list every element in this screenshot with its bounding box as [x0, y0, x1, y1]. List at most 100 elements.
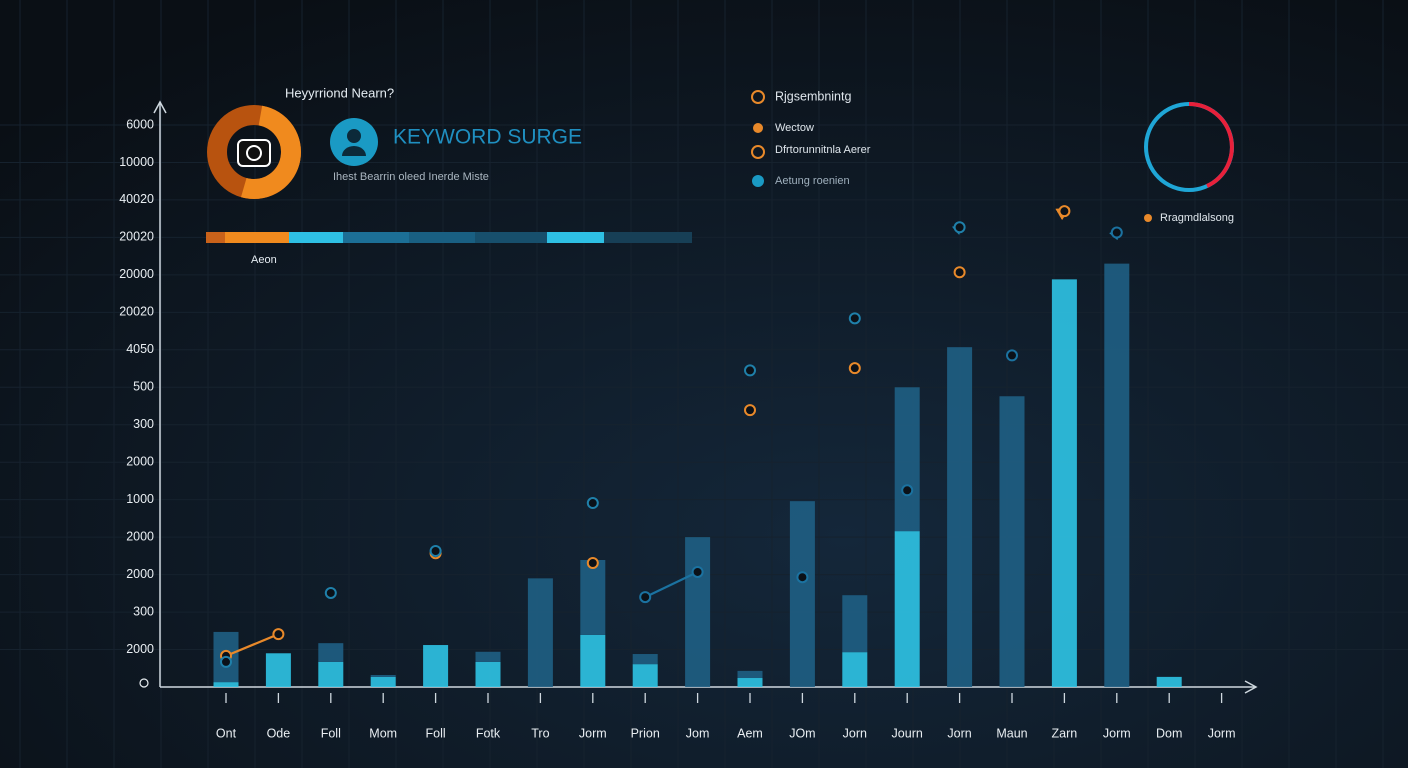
line-point	[272, 628, 285, 641]
bar	[1156, 676, 1182, 687]
line-point	[1110, 226, 1123, 239]
line-point	[324, 586, 337, 599]
y-tick-label: 20000	[119, 267, 154, 281]
y-arrow	[153, 100, 167, 114]
bar	[370, 676, 396, 687]
legend-label: Rjgsembnintg	[775, 89, 851, 103]
line-point	[744, 364, 756, 377]
bar	[1104, 263, 1130, 687]
x-tick-label: Jorn	[947, 726, 971, 740]
x-tick-label: Maun	[996, 726, 1027, 740]
x-tick-label: Zarn	[1052, 726, 1078, 740]
line-point	[1058, 205, 1071, 218]
y-tick-label: 1000	[126, 492, 154, 506]
y-tick-label: 20020	[119, 305, 154, 319]
x-arrow	[1244, 680, 1258, 694]
legend-marker	[752, 175, 764, 187]
camera-lens	[246, 145, 262, 161]
y-tick-label: 300	[133, 417, 154, 431]
line-point	[953, 266, 966, 279]
line-point	[691, 565, 704, 578]
x-tick-label: Jom	[686, 726, 710, 740]
x-tick-label: Aem	[737, 726, 763, 740]
x-tick-label: JOm	[789, 726, 815, 740]
x-tick-label: Mom	[369, 726, 397, 740]
line-point	[953, 221, 966, 234]
legend-label: Aetung roenien	[775, 175, 850, 187]
x-tick-label: Jorm	[1208, 726, 1236, 740]
bar	[632, 664, 658, 687]
line-point	[429, 544, 442, 557]
x-tick-label: Fotk	[476, 726, 501, 740]
line-point	[220, 655, 232, 668]
line-point	[586, 556, 599, 569]
legend-label: Dfrtorunnitnla Aerer	[775, 144, 871, 156]
y-tick-label: 2000	[126, 567, 154, 581]
y-tick-label: 2000	[126, 642, 154, 656]
bar	[894, 531, 920, 687]
bar	[842, 652, 868, 687]
subtitle: Ihest Bearrin oleed Inerde Miste	[333, 171, 489, 183]
x-tick-label: Jorm	[1103, 726, 1131, 740]
bar	[475, 651, 501, 662]
plot: 2000 300 2000 2000 1000 2000 300 500 4050 20020 20…	[119, 117, 1235, 740]
donut-segment	[207, 104, 301, 199]
bar	[947, 347, 973, 687]
line-point	[848, 312, 861, 325]
line-point	[744, 404, 756, 417]
avatar-body	[342, 146, 366, 156]
bar	[999, 396, 1025, 687]
x-tick-label: Ont	[216, 726, 237, 740]
bar	[265, 653, 291, 687]
bar	[632, 654, 658, 665]
y-tick-label: 2000	[126, 454, 154, 468]
legend-marker	[1144, 214, 1152, 222]
bar	[318, 643, 344, 662]
x-tick-label: Foll	[321, 726, 341, 740]
bar	[527, 578, 553, 687]
y-tick-label: 40020	[119, 192, 154, 206]
y-tick-label: 300	[133, 604, 154, 618]
legend-marker	[751, 90, 765, 104]
y-tick-label: 4050	[126, 342, 154, 356]
bar	[580, 634, 606, 687]
x-tick-label: Ode	[267, 726, 291, 740]
progress-bar	[206, 232, 692, 243]
title: KEYWORD SURGE	[393, 126, 582, 149]
y-tick-label: 10000	[119, 155, 154, 169]
bar	[894, 387, 920, 532]
legend-label: Wectow	[775, 122, 814, 134]
bar	[789, 501, 815, 687]
camera-icon	[237, 139, 271, 167]
legend-marker	[751, 145, 765, 159]
bar	[580, 559, 606, 635]
y-tick-label: 2000	[126, 529, 154, 543]
x-tick-label: Dom	[1156, 726, 1182, 740]
avatar-head	[347, 129, 361, 143]
line-point	[796, 571, 809, 584]
x-tick-label: Journ	[892, 726, 923, 740]
x-tick-label: Foll	[426, 726, 446, 740]
line-point	[586, 497, 599, 510]
x-tick-label: Prion	[631, 726, 660, 740]
widget-label: Heyyrriond Nearn?	[285, 85, 394, 100]
bar	[1051, 279, 1077, 687]
x-tick-label: Jorn	[843, 726, 867, 740]
bar	[475, 661, 501, 687]
bar	[685, 537, 711, 687]
ring-segment	[1188, 102, 1234, 188]
bar	[423, 645, 449, 687]
x-tick-label: Tro	[531, 726, 549, 740]
legend-marker	[753, 123, 763, 133]
line-point	[1006, 349, 1018, 362]
y-tick-label: 20020	[119, 230, 154, 244]
line-point	[848, 362, 861, 375]
y-tick-label: 6000	[126, 117, 154, 131]
bar	[842, 595, 868, 653]
y-tick-label: 500	[133, 380, 154, 394]
bar	[318, 661, 344, 687]
origin-icon	[139, 678, 149, 688]
legend-label: Rragmdlalsong	[1160, 212, 1234, 224]
